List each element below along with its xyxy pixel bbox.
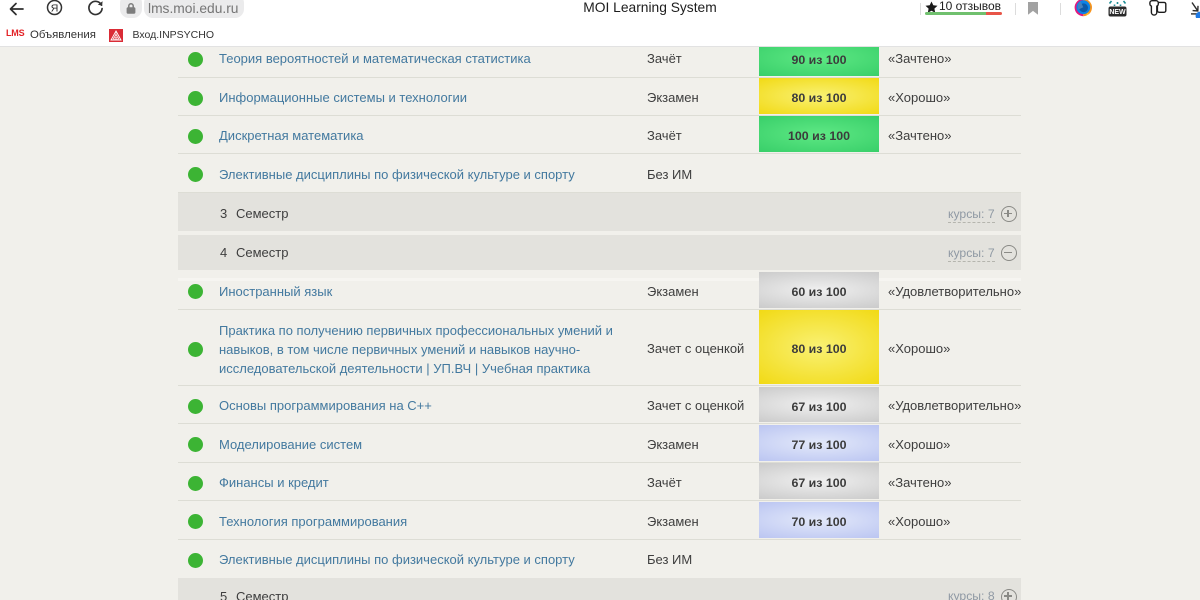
svg-text:Я: Я — [51, 2, 59, 14]
svg-text:NEW: NEW — [1109, 9, 1126, 16]
